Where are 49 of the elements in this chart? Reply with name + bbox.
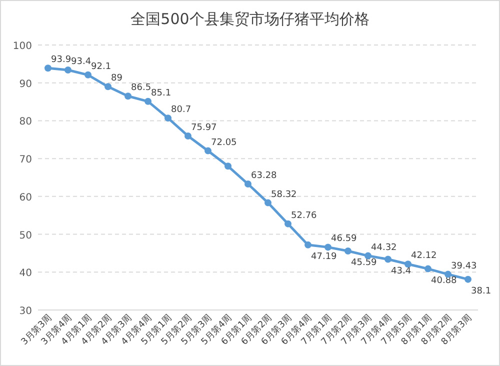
- data-label: 39.43: [451, 261, 477, 272]
- point: [384, 256, 392, 263]
- data-label: 92.1: [91, 62, 112, 72]
- data-label: 63.28: [251, 171, 278, 182]
- point: [164, 114, 172, 122]
- point: [344, 247, 352, 254]
- data-label: 40.88: [431, 276, 458, 286]
- data-label: 45.59: [351, 258, 378, 268]
- point: [304, 241, 312, 248]
- data-label: 80.7: [171, 105, 192, 116]
- data-label: 85.1: [151, 88, 172, 98]
- data-label: 75.97: [191, 122, 217, 133]
- data-label: 58.32: [271, 190, 297, 200]
- point: [104, 83, 112, 90]
- y-tick-label: 100: [12, 41, 32, 52]
- point: [64, 66, 72, 74]
- y-tick-label: 50: [19, 230, 32, 242]
- point: [284, 220, 292, 228]
- point: [144, 98, 152, 105]
- data-label: 52.76: [291, 210, 318, 221]
- point: [124, 92, 132, 100]
- data-label: 42.12: [411, 251, 437, 262]
- point: [324, 244, 332, 251]
- point: [44, 64, 52, 72]
- data-label: 44.32: [371, 242, 397, 253]
- point: [424, 265, 432, 272]
- point: [184, 132, 192, 140]
- y-tick-label: 70: [19, 154, 32, 166]
- y-tick-label: 40: [19, 268, 32, 280]
- data-label: 86.5: [131, 83, 152, 94]
- point: [244, 180, 252, 188]
- point: [204, 147, 212, 154]
- data-label: 93.9: [51, 55, 72, 66]
- data-label: 46.59: [331, 234, 358, 244]
- point: [264, 199, 272, 206]
- y-tick-label: 90: [19, 78, 32, 90]
- data-label: 93.4: [71, 56, 92, 67]
- y-tick-label: 30: [19, 306, 32, 317]
- data-label: 72.05: [211, 138, 237, 148]
- y-tick-label: 60: [19, 192, 32, 204]
- point: [84, 71, 92, 78]
- data-label: 43.4: [391, 266, 412, 276]
- point: [224, 162, 232, 170]
- data-label: 38.1: [471, 286, 492, 296]
- data-label: 47.19: [311, 252, 338, 262]
- y-tick-label: 80: [19, 116, 32, 128]
- point: [464, 276, 472, 283]
- chart-title: 全国500个县集贸市场仔猪平均价格: [130, 10, 370, 28]
- data-label: 89: [111, 74, 123, 84]
